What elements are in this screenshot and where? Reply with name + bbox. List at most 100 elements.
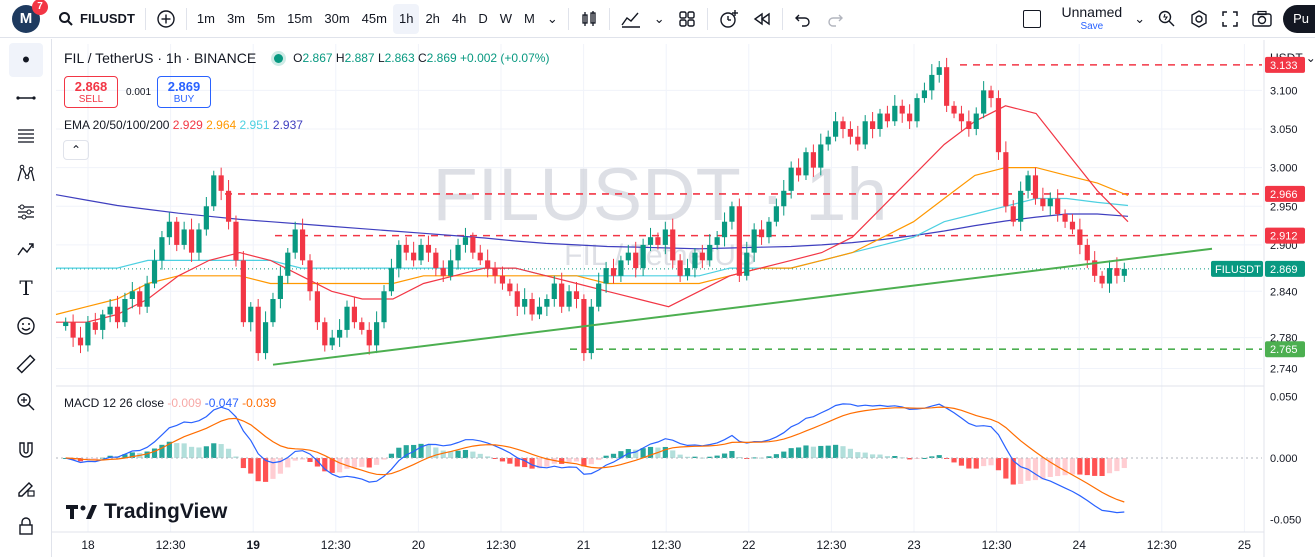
fullscreen-icon (1222, 10, 1238, 27)
candle-body (877, 113, 883, 129)
macd-histogram-bar (588, 458, 594, 465)
emoji-tool[interactable] (9, 309, 43, 343)
candle-body (825, 136, 831, 145)
price-tick-label: 3.100 (1270, 85, 1298, 97)
quick-search-button[interactable] (1151, 4, 1183, 34)
zoom-in-icon (17, 393, 35, 411)
tradingview-logo[interactable]: TradingView (66, 500, 227, 524)
macd-histogram-bar (381, 458, 387, 460)
market-status-dot[interactable] (274, 53, 284, 63)
macd-label: MACD 12 26 close (64, 396, 165, 410)
open-value: 2.867 (302, 51, 333, 65)
macd-histogram-bar (1040, 458, 1046, 480)
interval-dropdown[interactable]: ⌄ (541, 4, 564, 34)
user-avatar[interactable]: M 7 (12, 0, 48, 33)
lock-icon (19, 517, 33, 535)
candle-body (203, 206, 209, 230)
macd-histogram-bar (610, 453, 617, 458)
candle-body (277, 275, 283, 299)
lock-tool[interactable] (9, 509, 43, 543)
interval-1h[interactable]: 1h (392, 3, 420, 34)
legend-title[interactable]: FIL / TetherUS · 1h · BINANCE (64, 50, 257, 66)
snapshot-button[interactable] (1245, 4, 1279, 34)
draw-mode-tool[interactable] (9, 471, 43, 505)
camera-icon (1252, 10, 1272, 27)
macd-histogram-bar (677, 454, 683, 458)
replay-button[interactable] (746, 4, 778, 34)
macd-histogram-bar (766, 456, 772, 458)
buy-button[interactable]: 2.869 BUY (157, 76, 211, 108)
pattern-icon (17, 164, 35, 182)
macd-legend[interactable]: MACD 12 26 close -0.009 -0.047 -0.039 (64, 396, 276, 410)
cursor-tool[interactable]: • (9, 43, 43, 77)
interval-3m[interactable]: 3m (226, 11, 246, 26)
interval-M[interactable]: M (524, 11, 535, 26)
interval-2h[interactable]: 2h (425, 11, 440, 26)
square-icon (1023, 9, 1042, 28)
collapse-legend-button[interactable]: ⌃ (63, 140, 89, 160)
price-label: 3.133 (1270, 60, 1298, 72)
candle-body (907, 113, 913, 122)
candle-type-button[interactable] (573, 4, 605, 34)
indicators-dropdown[interactable]: ⌄ (648, 4, 671, 34)
candle-body (899, 105, 905, 114)
publish-button[interactable]: Pu (1283, 4, 1315, 33)
candle-body (751, 229, 757, 253)
magnet-tool[interactable] (9, 433, 43, 467)
layout-name[interactable]: Unnamed Save (1055, 4, 1128, 34)
macd-histogram-bar (151, 448, 158, 458)
trendline-tool[interactable] (9, 81, 43, 115)
top-toolbar: M 7 FILUSDT 1m 3m 5m 15m 30m 45m 1h 2h 4h D W M ⌄ ⌄… (0, 0, 1315, 38)
symbol-search[interactable]: FILUSDT (52, 4, 141, 34)
settings-button[interactable] (1183, 4, 1215, 34)
fib-tool[interactable] (9, 119, 43, 153)
fullscreen-button[interactable] (1215, 4, 1245, 34)
interval-30m[interactable]: 30m (324, 11, 350, 26)
undo-button[interactable] (787, 4, 819, 34)
compare-add-button[interactable] (150, 4, 182, 34)
pattern-tool[interactable] (9, 157, 43, 191)
interval-5m[interactable]: 5m (257, 11, 276, 26)
indicators-button[interactable] (614, 4, 648, 34)
zoom-tool[interactable] (9, 385, 43, 419)
macd-histogram-bar (225, 448, 232, 458)
avatar-letter: M (19, 10, 33, 27)
layout-dropdown[interactable]: ⌄ (1128, 4, 1151, 34)
candle-body (640, 244, 646, 269)
ema-legend[interactable]: EMA 20/50/100/200 2.929 2.964 2.951 2.93… (64, 118, 303, 132)
candle-body (795, 167, 802, 176)
macd-histogram-bar (514, 458, 520, 467)
macd-histogram-bar (840, 446, 846, 458)
text-tool[interactable]: T (9, 271, 43, 305)
layout-button[interactable] (671, 4, 703, 34)
interval-15m[interactable]: 15m (287, 11, 313, 26)
prediction-tool[interactable] (9, 195, 43, 229)
alert-button[interactable] (712, 4, 746, 34)
brush-tool[interactable] (9, 233, 43, 267)
ema100-line (56, 197, 1129, 277)
redo-button[interactable] (819, 4, 851, 34)
interval-1m[interactable]: 1m (196, 11, 215, 26)
macd-pane (56, 403, 1262, 514)
divider (781, 7, 783, 30)
interval-4h[interactable]: 4h (451, 11, 467, 26)
macd-histogram-bar (832, 444, 839, 458)
macd-histogram-bar (285, 458, 291, 468)
candle-body (714, 237, 720, 245)
price-axis: USDT ⌄3.1003.0503.0002.9502.9002.8402.78… (1211, 40, 1315, 557)
layout-checkbox[interactable] (1017, 4, 1047, 34)
time-tick-label: 22 (742, 538, 756, 552)
macd-histogram-bar (522, 458, 528, 468)
sell-button[interactable]: 2.868 SELL (64, 76, 118, 108)
candle-body (921, 90, 928, 99)
interval-W[interactable]: W (499, 11, 513, 26)
candle-body (63, 322, 69, 327)
macd-tick-label: 0.000 (1270, 453, 1298, 465)
interval-45m[interactable]: 45m (361, 11, 387, 26)
ema100-value: 2.951 (239, 118, 270, 132)
candle-body (573, 291, 580, 299)
interval-D[interactable]: D (478, 11, 488, 26)
candle-body (566, 291, 572, 307)
measure-tool[interactable] (9, 347, 43, 381)
